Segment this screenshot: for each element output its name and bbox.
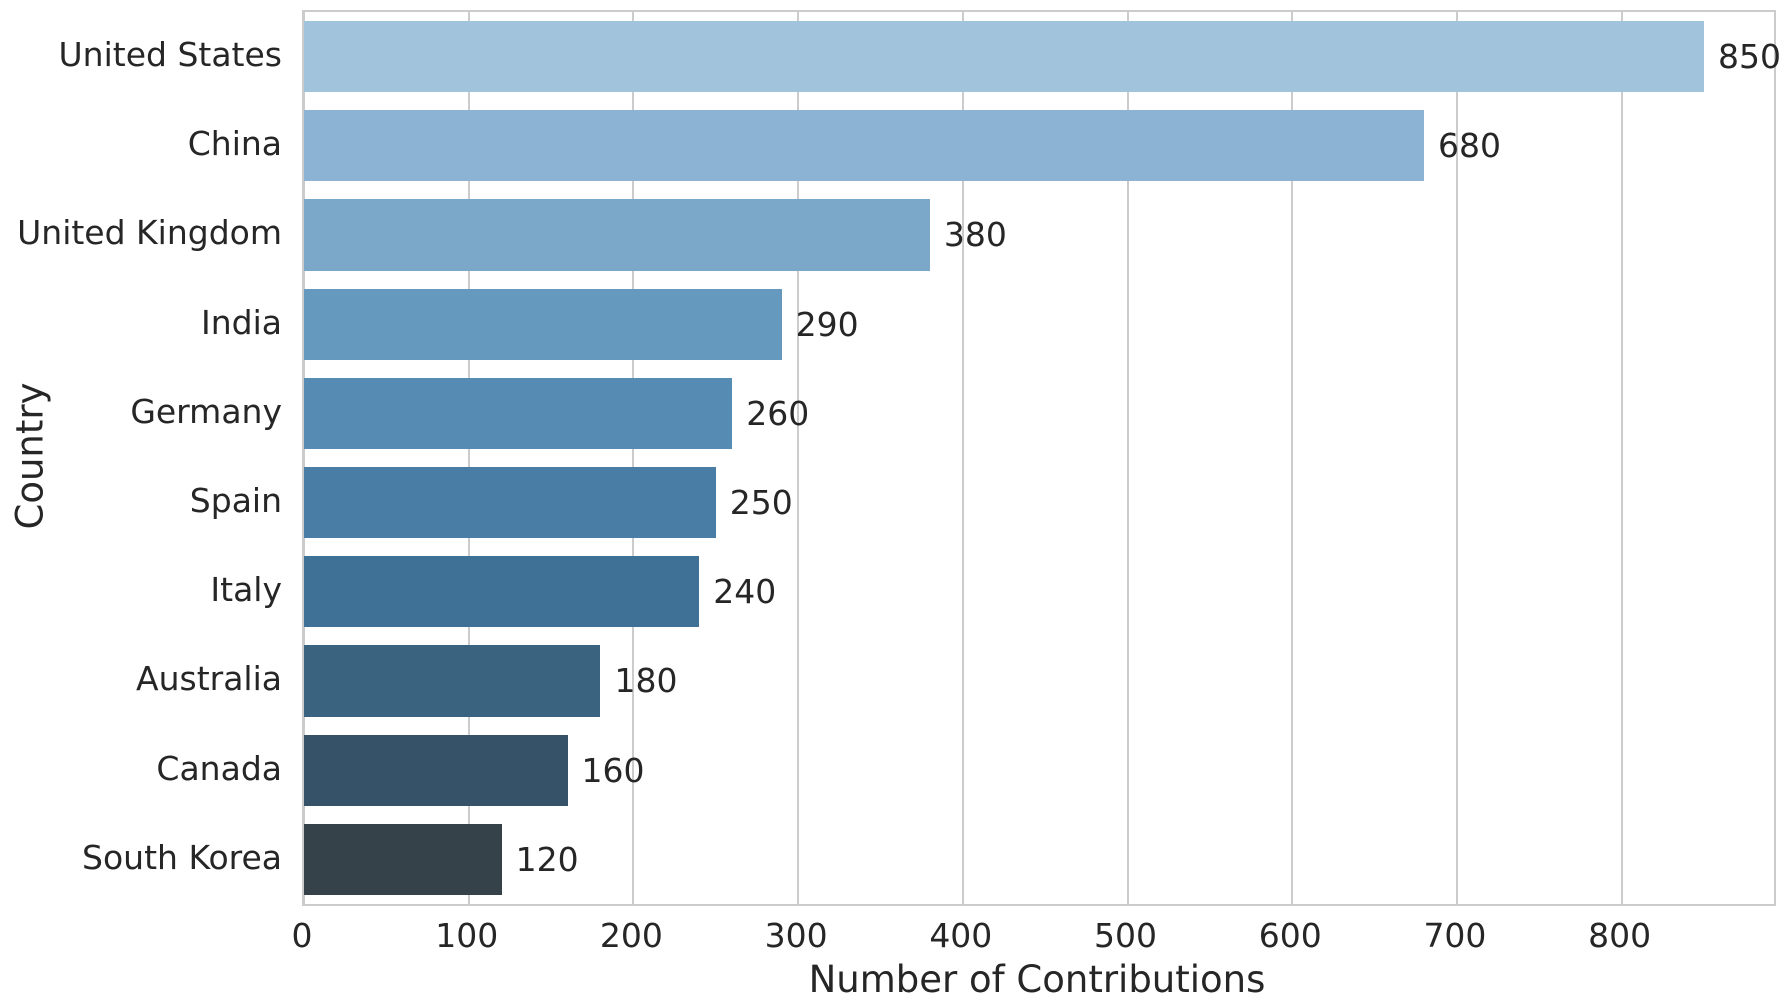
gridline-x-400: [961, 12, 964, 904]
bar-row-7: 180: [304, 636, 1774, 725]
gridline-x-300: [797, 12, 800, 904]
bar-canada: [304, 734, 568, 806]
bar-south-korea: [304, 823, 502, 896]
plot-area: 850 680 380 290 260 250 240 180 160 120: [302, 10, 1781, 906]
gridline-x-100: [467, 12, 470, 904]
bar-row-8: 160: [304, 726, 1774, 815]
bar-india: [304, 288, 782, 360]
xtick-label-600: 600: [1258, 916, 1322, 955]
ytick-label-india: India: [201, 302, 282, 342]
value-label-united-kingdom: 380: [943, 215, 1007, 255]
value-label-germany: 260: [746, 393, 810, 433]
xtick-label-400: 400: [929, 916, 993, 955]
gridline-x-800: [1620, 12, 1623, 904]
ytick-label-south-korea: South Korea: [82, 837, 282, 877]
gridline-x-600: [1291, 12, 1294, 904]
xtick-label-100: 100: [435, 916, 499, 955]
bar-row-2: 380: [304, 190, 1774, 279]
ytick-label-italy: Italy: [210, 570, 282, 610]
bar-spain: [304, 466, 716, 539]
bar-row-0: 850: [304, 12, 1781, 101]
value-label-south-korea: 120: [515, 839, 579, 879]
value-label-china: 680: [1438, 126, 1501, 166]
bar-row-4: 260: [304, 369, 1774, 458]
value-label-india: 290: [795, 304, 859, 344]
bar-row-3: 290: [304, 280, 1774, 369]
ytick-label-china: China: [187, 124, 282, 164]
gridline-x-200: [632, 12, 635, 904]
ytick-label-spain: Spain: [189, 481, 282, 521]
bar-italy: [304, 556, 700, 628]
bar-row-5: 250: [304, 458, 1774, 547]
ytick-label-united-states: United States: [58, 35, 282, 75]
bar-china: [304, 110, 1424, 182]
bar-germany: [304, 377, 733, 450]
xtick-label-800: 800: [1588, 916, 1652, 955]
xtick-label-200: 200: [599, 916, 663, 955]
ytick-label-united-kingdom: United Kingdom: [17, 213, 282, 253]
xtick-label-0: 0: [291, 916, 313, 955]
bar-united-states: [304, 20, 1704, 93]
xtick-label-500: 500: [1094, 916, 1158, 955]
value-label-canada: 160: [581, 750, 645, 790]
bar-united-kingdom: [304, 199, 930, 271]
bar-row-9: 120: [304, 815, 1774, 904]
xtick-label-700: 700: [1423, 916, 1487, 955]
bar-row-6: 240: [304, 547, 1774, 636]
gridline-x-700: [1455, 12, 1458, 904]
value-label-spain: 250: [729, 483, 793, 523]
bar-row-1: 680: [304, 101, 1774, 190]
value-label-united-states: 850: [1718, 37, 1781, 77]
xtick-label-300: 300: [764, 916, 828, 955]
ytick-label-germany: Germany: [130, 391, 282, 431]
value-label-italy: 240: [713, 572, 777, 612]
ytick-label-australia: Australia: [136, 659, 282, 699]
ytick-label-canada: Canada: [156, 748, 282, 788]
gridline-x-500: [1126, 12, 1129, 904]
gridline-x-0: [303, 12, 305, 904]
value-label-australia: 180: [614, 661, 678, 701]
bar-australia: [304, 645, 601, 717]
x-axis-label: Number of Contributions: [808, 958, 1266, 1001]
